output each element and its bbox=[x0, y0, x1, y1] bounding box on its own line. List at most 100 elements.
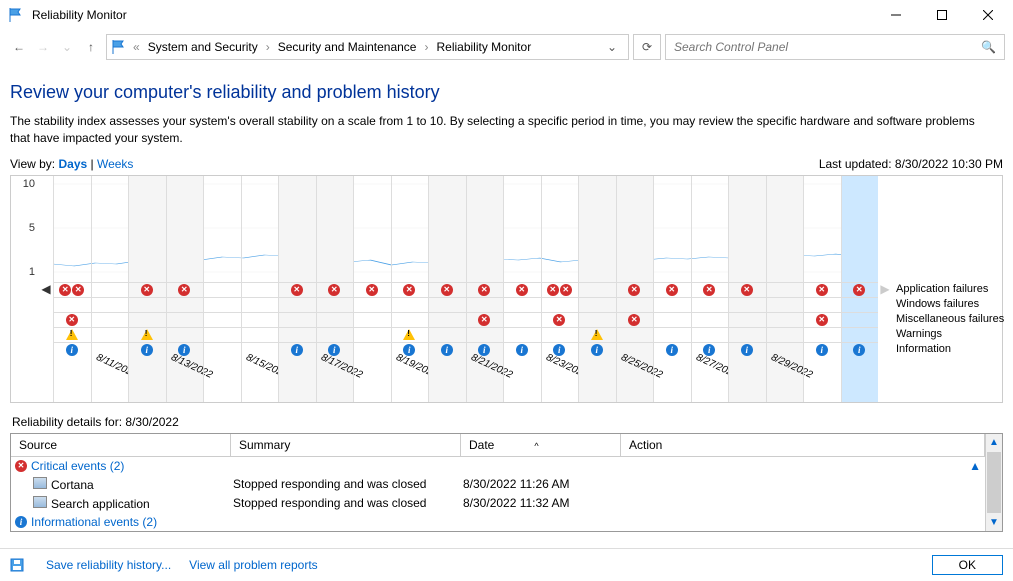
event-cell[interactable] bbox=[503, 313, 541, 327]
event-cell[interactable] bbox=[203, 298, 241, 312]
event-cell[interactable] bbox=[166, 328, 204, 342]
event-cell[interactable] bbox=[766, 343, 804, 357]
event-cell[interactable] bbox=[541, 328, 579, 342]
event-cell[interactable] bbox=[466, 298, 504, 312]
search-icon[interactable]: 🔍 bbox=[981, 40, 996, 54]
event-cell[interactable] bbox=[278, 328, 316, 342]
back-button[interactable]: ← bbox=[8, 36, 30, 58]
event-cell[interactable] bbox=[653, 343, 691, 357]
event-cell[interactable] bbox=[128, 298, 166, 312]
refresh-button[interactable]: ⟳ bbox=[633, 34, 661, 60]
forward-button[interactable]: → bbox=[32, 36, 54, 58]
event-cell[interactable] bbox=[503, 298, 541, 312]
event-cell[interactable] bbox=[353, 298, 391, 312]
event-cell[interactable] bbox=[166, 298, 204, 312]
event-cell[interactable] bbox=[166, 283, 204, 297]
search-box[interactable]: 🔍 bbox=[665, 34, 1005, 60]
event-cell[interactable] bbox=[616, 313, 654, 327]
event-cell[interactable] bbox=[541, 343, 579, 357]
viewby-days[interactable]: Days bbox=[58, 157, 87, 171]
event-cell[interactable] bbox=[391, 298, 429, 312]
event-cell[interactable] bbox=[803, 313, 841, 327]
event-cell[interactable] bbox=[128, 328, 166, 342]
event-cell[interactable] bbox=[691, 283, 729, 297]
event-cell[interactable] bbox=[503, 328, 541, 342]
event-cell[interactable] bbox=[203, 313, 241, 327]
event-cell[interactable] bbox=[91, 343, 129, 357]
event-cell[interactable] bbox=[841, 298, 879, 312]
event-cell[interactable] bbox=[353, 313, 391, 327]
event-cell[interactable] bbox=[53, 328, 91, 342]
event-cell[interactable] bbox=[578, 283, 616, 297]
event-cell[interactable] bbox=[166, 313, 204, 327]
viewby-weeks[interactable]: Weeks bbox=[97, 157, 133, 171]
minimize-button[interactable] bbox=[873, 0, 919, 30]
scroll-down[interactable]: ▼ bbox=[986, 514, 1002, 531]
event-cell[interactable] bbox=[391, 313, 429, 327]
address-bar[interactable]: « System and Security › Security and Mai… bbox=[106, 34, 629, 60]
col-summary[interactable]: Summary bbox=[231, 434, 461, 456]
event-cell[interactable] bbox=[428, 313, 466, 327]
col-action[interactable]: Action bbox=[621, 434, 985, 456]
event-cell[interactable] bbox=[766, 283, 804, 297]
event-cell[interactable] bbox=[841, 313, 879, 327]
event-cell[interactable] bbox=[653, 298, 691, 312]
event-cell[interactable] bbox=[578, 298, 616, 312]
event-cell[interactable] bbox=[241, 328, 279, 342]
breadcrumb-item[interactable]: System and Security bbox=[146, 40, 260, 54]
event-cell[interactable] bbox=[728, 313, 766, 327]
event-cell[interactable] bbox=[766, 298, 804, 312]
event-cell[interactable] bbox=[203, 328, 241, 342]
event-cell[interactable] bbox=[53, 343, 91, 357]
event-cell[interactable] bbox=[766, 328, 804, 342]
event-cell[interactable] bbox=[541, 313, 579, 327]
chart-columns[interactable]: 8/11/20228/13/20228/15/20228/17/20228/19… bbox=[53, 176, 878, 402]
event-cell[interactable] bbox=[541, 283, 579, 297]
event-cell[interactable] bbox=[391, 283, 429, 297]
chart-nav-left[interactable]: ◀ bbox=[39, 176, 53, 402]
event-cell[interactable] bbox=[578, 313, 616, 327]
event-cell[interactable] bbox=[128, 343, 166, 357]
event-cell[interactable] bbox=[91, 283, 129, 297]
event-cell[interactable] bbox=[803, 328, 841, 342]
event-cell[interactable] bbox=[616, 283, 654, 297]
event-cell[interactable] bbox=[578, 328, 616, 342]
breadcrumb-item[interactable]: Security and Maintenance bbox=[276, 40, 419, 54]
event-cell[interactable] bbox=[316, 313, 354, 327]
event-cell[interactable] bbox=[766, 313, 804, 327]
event-cell[interactable] bbox=[803, 298, 841, 312]
event-cell[interactable] bbox=[428, 283, 466, 297]
event-cell[interactable] bbox=[166, 343, 204, 357]
maximize-button[interactable] bbox=[919, 0, 965, 30]
event-cell[interactable] bbox=[503, 343, 541, 357]
event-cell[interactable] bbox=[128, 283, 166, 297]
event-cell[interactable] bbox=[241, 313, 279, 327]
event-cell[interactable] bbox=[616, 343, 654, 357]
col-date[interactable]: Date^ bbox=[461, 434, 621, 456]
event-cell[interactable] bbox=[466, 313, 504, 327]
event-cell[interactable] bbox=[316, 298, 354, 312]
address-dropdown[interactable]: ⌄ bbox=[600, 35, 624, 59]
event-cell[interactable] bbox=[691, 328, 729, 342]
event-cell[interactable] bbox=[841, 283, 879, 297]
event-cell[interactable] bbox=[278, 283, 316, 297]
event-cell[interactable] bbox=[428, 343, 466, 357]
event-cell[interactable] bbox=[428, 328, 466, 342]
event-cell[interactable] bbox=[316, 343, 354, 357]
chart-nav-right[interactable]: ▶ bbox=[878, 176, 892, 402]
event-cell[interactable] bbox=[53, 298, 91, 312]
event-cell[interactable] bbox=[841, 343, 879, 357]
event-cell[interactable] bbox=[428, 298, 466, 312]
event-cell[interactable] bbox=[316, 283, 354, 297]
recent-dropdown[interactable]: ⌄ bbox=[56, 36, 78, 58]
event-cell[interactable] bbox=[503, 283, 541, 297]
detail-group[interactable]: Informational events (2) bbox=[11, 513, 985, 531]
event-cell[interactable] bbox=[278, 298, 316, 312]
breadcrumb-sep[interactable]: › bbox=[422, 40, 430, 54]
save-history-link[interactable]: Save reliability history... bbox=[46, 558, 171, 572]
event-cell[interactable] bbox=[91, 328, 129, 342]
event-cell[interactable] bbox=[841, 328, 879, 342]
event-cell[interactable] bbox=[128, 313, 166, 327]
event-cell[interactable] bbox=[466, 343, 504, 357]
event-cell[interactable] bbox=[53, 283, 91, 297]
